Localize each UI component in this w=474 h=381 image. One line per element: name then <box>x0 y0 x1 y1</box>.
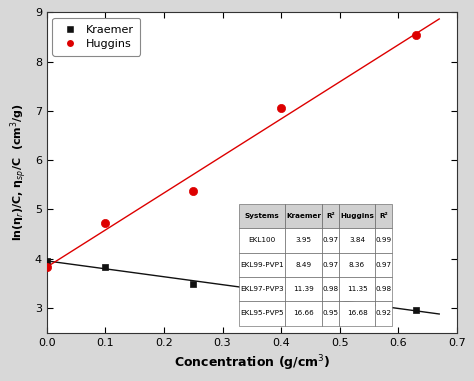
Legend: Kraemer, Huggins: Kraemer, Huggins <box>53 18 140 56</box>
Point <box>190 188 197 194</box>
Point <box>101 220 109 226</box>
Point <box>190 281 197 287</box>
Point <box>277 106 285 112</box>
Y-axis label: ln(η$_r$)/C, η$_{sp}$/C  (cm$^3$/g): ln(η$_r$)/C, η$_{sp}$/C (cm$^3$/g) <box>9 104 29 242</box>
Point <box>412 32 419 38</box>
Point <box>101 264 109 270</box>
Point <box>43 258 51 264</box>
Point <box>43 264 51 270</box>
Point <box>412 307 419 314</box>
Point <box>277 289 285 295</box>
X-axis label: Concentration (g/cm$^3$): Concentration (g/cm$^3$) <box>173 353 330 373</box>
